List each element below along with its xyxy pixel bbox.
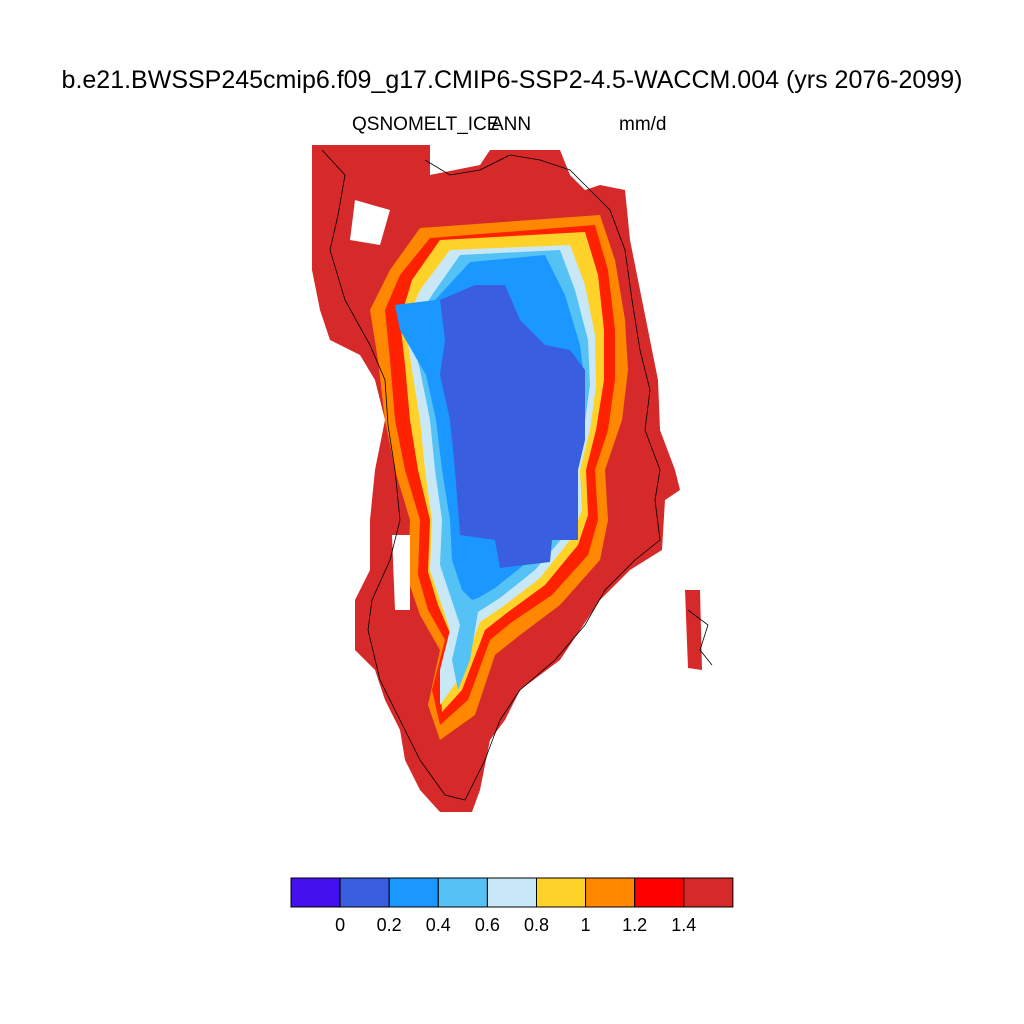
colorbar-swatch xyxy=(683,877,734,908)
colorbar-tick-label: 0 xyxy=(335,915,345,935)
colorbar-swatch xyxy=(585,877,636,908)
colorbar-tick-label: 0.8 xyxy=(524,915,549,935)
colorbar-tick-label: 0.4 xyxy=(426,915,451,935)
zone-interior xyxy=(440,285,585,568)
colorbar-tick-label: 0.6 xyxy=(475,915,500,935)
colorbar-swatch xyxy=(634,877,685,908)
colorbar-swatch xyxy=(536,877,587,908)
coastline xyxy=(321,149,661,801)
greenland-map xyxy=(312,145,713,812)
white-gap-north xyxy=(350,200,390,245)
colorbar-tick-label: 1 xyxy=(581,915,591,935)
colorbar-swatch xyxy=(486,877,537,908)
colorbar-swatch xyxy=(290,877,341,908)
east-island xyxy=(685,590,702,670)
colorbar-swatch xyxy=(388,877,439,908)
colorbar-tick-label: 1.2 xyxy=(622,915,647,935)
plot-title: b.e21.BWSSP245cmip6.f09_g17.CMIP6-SSP2-4… xyxy=(61,66,963,94)
colorbar-tick-label: 1.4 xyxy=(671,915,696,935)
statistic-label: ANN xyxy=(491,114,532,135)
colorbar-swatch xyxy=(437,877,488,908)
colorbar-swatch xyxy=(339,877,390,908)
units-label: mm/d xyxy=(619,114,667,135)
coastline-island xyxy=(687,609,713,666)
white-gap-west xyxy=(392,535,410,610)
colorbar-tick-label: 0.2 xyxy=(377,915,402,935)
variable-name: QSNOMELT_ICE xyxy=(352,114,500,135)
